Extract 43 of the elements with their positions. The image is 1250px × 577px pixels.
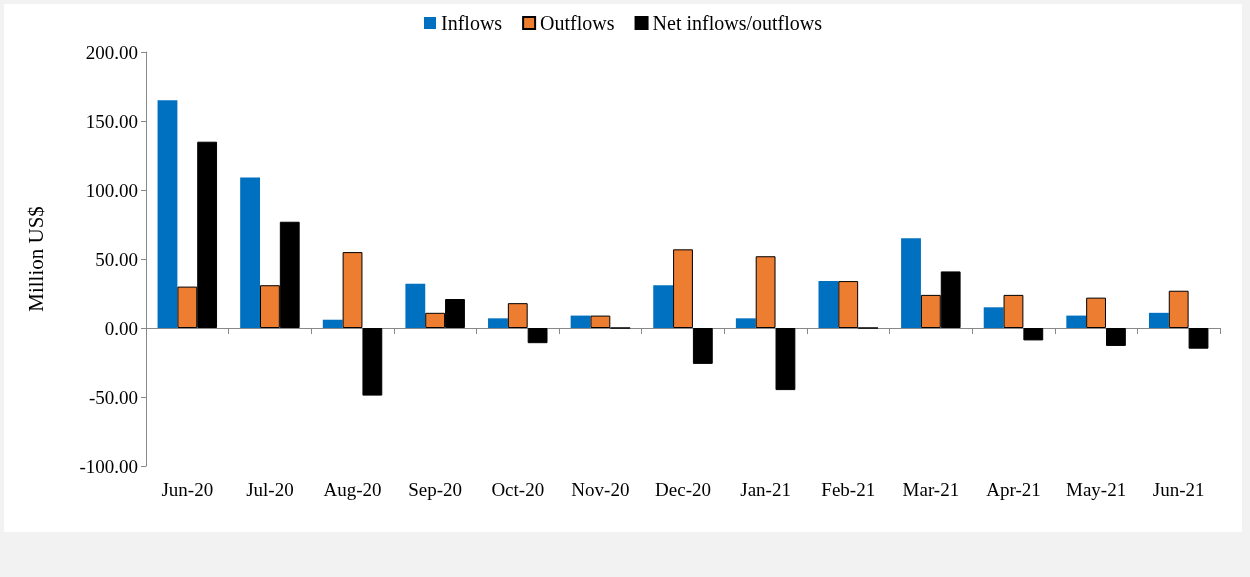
x-tick-label: May-21 xyxy=(1066,479,1127,500)
legend-label: Net inflows/outflows xyxy=(652,12,823,34)
bar xyxy=(692,328,713,364)
x-tick-label: Sep-20 xyxy=(408,479,463,500)
x-tick-label: Jan-21 xyxy=(740,479,791,500)
bar xyxy=(240,177,261,328)
y-tick-label: 50.00 xyxy=(95,248,138,270)
x-tick-label: Mar-21 xyxy=(902,479,960,500)
bar xyxy=(1086,297,1106,328)
x-tick-label: Feb-21 xyxy=(821,479,876,500)
x-tick-label: Oct-20 xyxy=(491,479,545,500)
x-tick-label: Jul-20 xyxy=(246,479,294,500)
y-tick-label: 150.00 xyxy=(85,110,138,132)
x-tick-label: Apr-21 xyxy=(986,479,1041,500)
y-tick-label: -100.00 xyxy=(79,455,138,477)
bar xyxy=(527,328,548,344)
bar xyxy=(1105,328,1126,346)
bar xyxy=(735,318,756,328)
legend-label: Inflows xyxy=(441,12,503,34)
legend-label: Outflows xyxy=(540,12,615,34)
y-tick-label: 200.00 xyxy=(85,41,138,63)
x-tick-label: Dec-20 xyxy=(655,479,711,500)
bar xyxy=(157,100,178,328)
x-tick-label: Jun-21 xyxy=(1152,479,1205,500)
y-tick-label: 100.00 xyxy=(85,179,138,201)
bar xyxy=(1066,315,1087,328)
y-axis-title: Million US$ xyxy=(23,206,48,312)
x-tick-label: Nov-20 xyxy=(571,479,630,500)
bar xyxy=(673,249,693,328)
bar xyxy=(818,281,839,328)
bar xyxy=(570,315,591,328)
bar xyxy=(901,238,921,328)
bar xyxy=(488,318,508,328)
bar xyxy=(405,283,426,328)
x-tick-label: Jun-20 xyxy=(161,479,214,500)
bar xyxy=(322,319,343,328)
y-tick-label: -50.00 xyxy=(88,386,138,408)
bar xyxy=(653,285,674,328)
bar xyxy=(1148,312,1169,328)
y-tick-label: 0.00 xyxy=(104,317,138,339)
bar xyxy=(507,303,528,328)
x-tick-label: Aug-20 xyxy=(323,479,382,500)
bar xyxy=(983,307,1004,328)
